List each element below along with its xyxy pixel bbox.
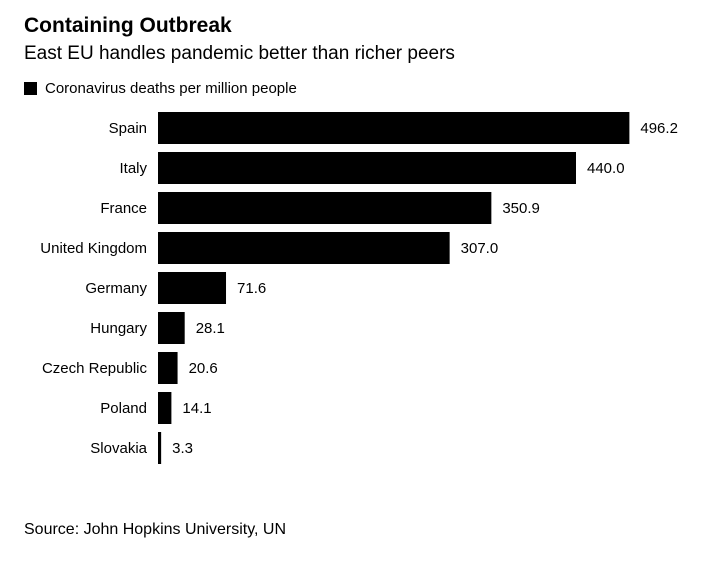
bar-row-france: France 350.9	[100, 192, 540, 224]
bar-row-italy: Italy 440.0	[119, 152, 625, 184]
bar	[158, 352, 178, 384]
bar-row-slovakia: Slovakia 3.3	[90, 432, 193, 464]
bar	[158, 272, 227, 304]
category-label: Poland	[100, 400, 147, 417]
category-label: France	[100, 200, 147, 217]
category-label: Czech Republic	[42, 360, 148, 377]
legend-swatch	[24, 82, 37, 95]
value-label: 71.6	[237, 280, 266, 297]
legend-label: Coronavirus deaths per million people	[45, 80, 297, 97]
value-label: 14.1	[182, 400, 211, 417]
bar-row-germany: Germany 71.6	[85, 272, 266, 304]
bar-row-united-kingdom: United Kingdom 307.0	[40, 232, 498, 264]
category-label: Italy	[119, 160, 147, 177]
bar	[158, 312, 185, 344]
bar-row-czech-republic: Czech Republic 20.6	[42, 352, 218, 384]
value-label: 28.1	[196, 320, 225, 337]
chart-title: Containing Outbreak	[24, 14, 232, 37]
bar	[158, 112, 630, 144]
value-label: 3.3	[172, 440, 193, 457]
bar-row-poland: Poland 14.1	[100, 392, 212, 424]
value-label: 20.6	[189, 360, 218, 377]
category-label: Hungary	[90, 320, 147, 337]
legend: Coronavirus deaths per million people	[24, 80, 297, 97]
source-note: Source: John Hopkins University, UN	[24, 521, 287, 538]
category-label: Slovakia	[90, 440, 147, 457]
bar-row-spain: Spain 496.2	[109, 112, 678, 144]
bar	[158, 232, 450, 264]
bar	[158, 392, 172, 424]
bar	[158, 192, 492, 224]
bar	[158, 432, 162, 464]
value-label: 350.9	[502, 200, 540, 217]
category-label: Germany	[85, 280, 147, 297]
value-label: 440.0	[587, 160, 625, 177]
category-label: United Kingdom	[40, 240, 147, 257]
chart-subtitle: East EU handles pandemic better than ric…	[24, 43, 455, 64]
bar	[158, 152, 576, 184]
category-label: Spain	[109, 120, 147, 137]
bar-row-hungary: Hungary 28.1	[90, 312, 225, 344]
value-label: 496.2	[640, 120, 678, 137]
value-label: 307.0	[461, 240, 499, 257]
